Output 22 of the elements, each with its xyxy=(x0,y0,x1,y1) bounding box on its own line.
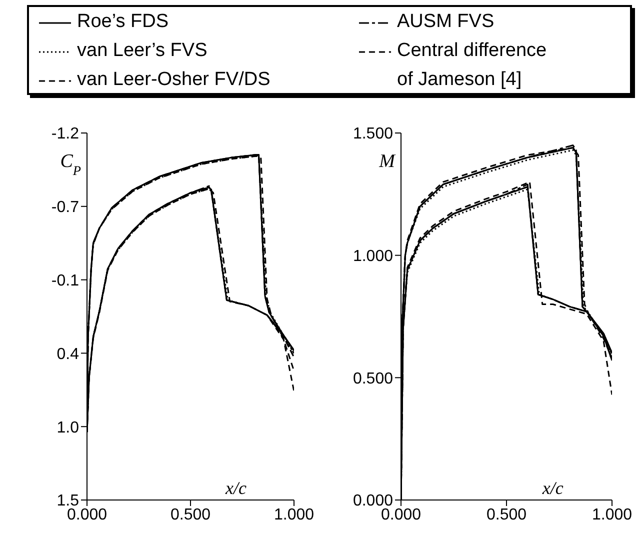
y-tick-label: -1.2 xyxy=(51,126,80,143)
legend-label: van Leer’s FVS xyxy=(77,39,208,63)
x-tick-label: 0.000 xyxy=(380,506,422,524)
x-tick-label: 0.500 xyxy=(486,506,527,524)
legend-label: Roe’s FDS xyxy=(77,10,169,34)
x-axis-title: x/c xyxy=(224,478,247,498)
x-tick-label: 1.000 xyxy=(592,506,632,524)
legend-label: AUSM FVS xyxy=(397,10,494,34)
y-tick-label: -0.1 xyxy=(51,272,80,290)
x-tick-label: 1.000 xyxy=(274,506,314,524)
y-axis-title: C$_{P}$ xyxy=(60,151,81,178)
y-tick-label: 1.500 xyxy=(352,126,394,143)
x-tick-label: 0.500 xyxy=(170,506,211,524)
y-axis-title: M xyxy=(378,151,396,172)
y-tick-label: 0.500 xyxy=(352,370,394,388)
legend-label: van Leer-Osher FV/DS xyxy=(77,68,270,92)
y-tick-label: 0.4 xyxy=(56,346,80,363)
y-tick-label: -0.7 xyxy=(51,199,80,216)
y-tick-label: 1.000 xyxy=(352,248,394,266)
y-tick-label: 1.0 xyxy=(56,419,80,436)
legend-label: Central difference of Jameson [4] xyxy=(397,39,547,92)
x-axis-title: x/c xyxy=(541,478,564,498)
